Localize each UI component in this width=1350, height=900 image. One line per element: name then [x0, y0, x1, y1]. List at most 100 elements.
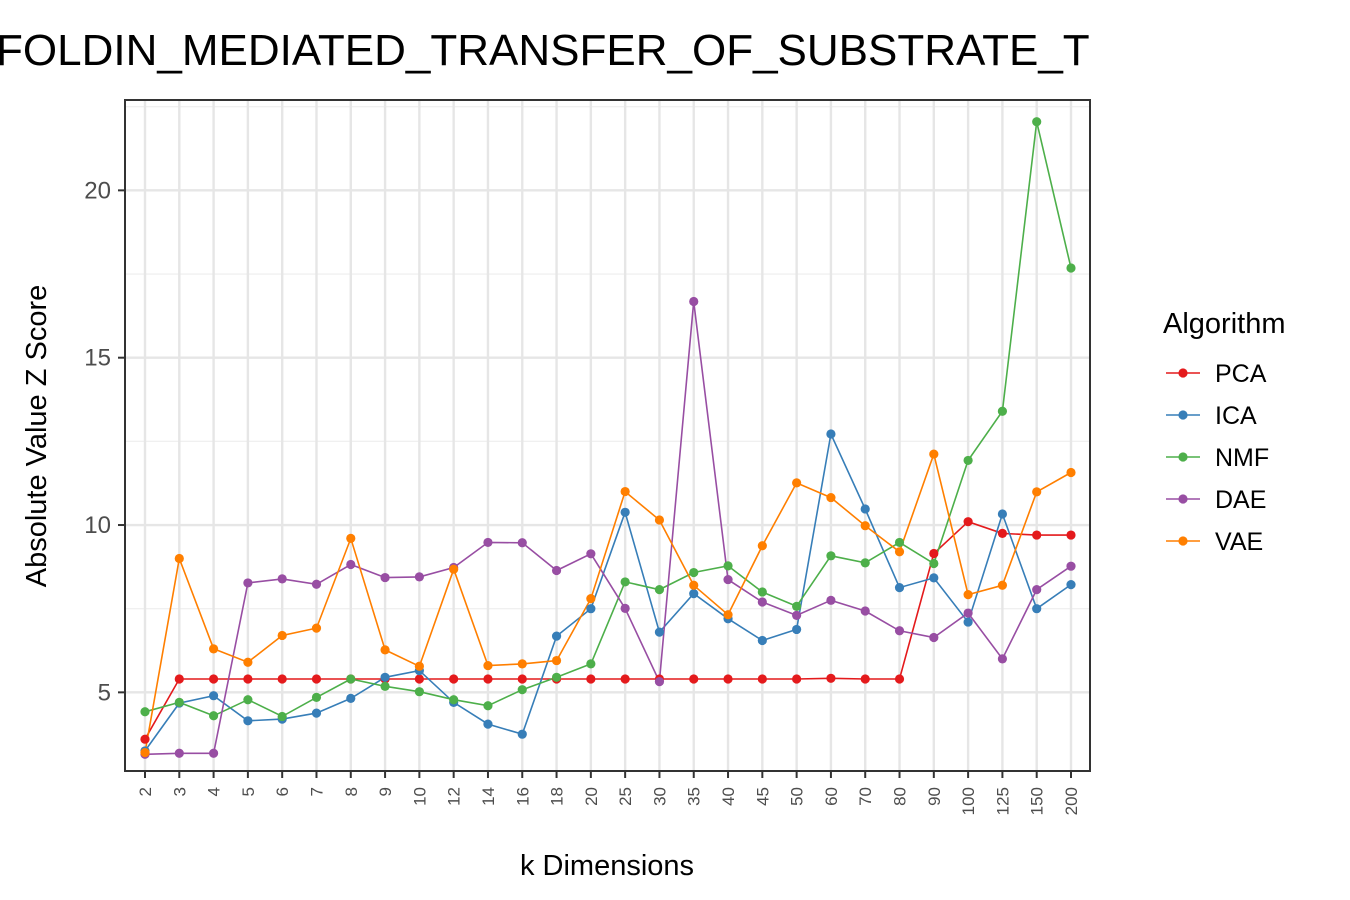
point-ica: [311, 708, 322, 718]
point-dae: [963, 608, 973, 618]
x-tick-label: 7: [307, 787, 326, 796]
x-tick-label: 50: [788, 787, 807, 806]
point-vae: [757, 541, 767, 551]
point-pca: [723, 674, 733, 684]
point-pca: [689, 674, 699, 684]
point-ica: [243, 716, 253, 726]
x-tick-label: 150: [1028, 787, 1047, 815]
series-points: [140, 117, 1076, 759]
point-dae: [792, 610, 802, 620]
legend-label: VAE: [1215, 528, 1263, 556]
legend-title: Algorithm: [1163, 308, 1286, 340]
point-nmf: [346, 674, 356, 684]
point-vae: [826, 492, 836, 503]
x-tick-label: 40: [719, 787, 738, 806]
legend-key-point: [1178, 536, 1188, 546]
x-tick-label: 4: [205, 787, 224, 796]
point-nmf: [174, 697, 184, 707]
point-pca: [414, 674, 424, 684]
point-pca: [963, 517, 973, 527]
point-pca: [517, 674, 527, 684]
point-pca: [620, 674, 630, 684]
point-nmf: [380, 681, 390, 691]
point-dae: [757, 597, 767, 607]
point-dae: [277, 574, 287, 584]
x-tick-label: 16: [513, 787, 532, 806]
point-ica: [1066, 579, 1076, 590]
point-dae: [174, 748, 184, 758]
point-vae: [243, 657, 253, 667]
legend-key-point: [1178, 368, 1188, 378]
point-ica: [963, 617, 973, 627]
point-pca: [174, 674, 184, 684]
x-tick-label: 3: [170, 787, 189, 796]
point-vae: [723, 610, 733, 620]
legend-key-point: [1178, 494, 1188, 504]
point-ica: [380, 672, 390, 682]
point-vae: [517, 659, 527, 669]
point-vae: [792, 478, 802, 488]
point-nmf: [894, 537, 905, 548]
legend-label: ICA: [1215, 402, 1257, 430]
point-ica: [1032, 604, 1042, 614]
x-tick-label: 35: [685, 787, 704, 806]
series-line-vae: [144, 451, 1072, 753]
point-vae: [1066, 467, 1076, 478]
x-tick-label: 18: [548, 787, 567, 806]
series-line-ica: [144, 431, 1072, 752]
point-vae: [963, 590, 973, 600]
point-pca: [277, 674, 287, 684]
point-dae: [517, 538, 527, 548]
point-ica: [620, 507, 630, 517]
x-tick-label: 30: [650, 787, 669, 806]
x-tick-label: 200: [1062, 787, 1081, 815]
series-lines: [144, 121, 1072, 756]
x-tick-label: 9: [376, 787, 395, 796]
point-vae: [380, 645, 390, 655]
y-axis: 5 10 15 20: [84, 177, 125, 706]
point-dae: [1032, 585, 1042, 595]
point-vae: [689, 580, 699, 590]
point-vae: [277, 630, 287, 641]
point-dae: [586, 549, 596, 559]
point-dae: [997, 654, 1008, 664]
point-dae: [654, 677, 665, 687]
point-nmf: [449, 695, 459, 705]
x-tick-label: 6: [273, 787, 292, 796]
x-tick-label: 14: [479, 787, 498, 806]
point-vae: [551, 655, 562, 666]
point-nmf: [997, 406, 1008, 416]
x-tick-label: 20: [582, 787, 601, 806]
point-pca: [997, 528, 1008, 538]
point-dae: [620, 603, 630, 613]
point-vae: [894, 547, 905, 557]
point-pca: [243, 674, 253, 684]
point-nmf: [654, 585, 665, 595]
point-nmf: [517, 685, 527, 695]
legend-items: PCA ICA NMF DAE VAE: [1166, 360, 1269, 556]
series-line-dae: [144, 301, 1072, 756]
legend-label: NMF: [1215, 444, 1269, 472]
point-dae: [380, 572, 390, 583]
point-vae: [346, 533, 356, 544]
point-pca: [792, 674, 802, 684]
point-dae: [346, 559, 356, 570]
x-axis: 2 3 4 5 6 7 8 9 10 12 14 16 18 20 25 30 35 40 45 50 60 70 80 90…: [136, 771, 1081, 815]
legend-item-dae: DAE: [1166, 486, 1266, 514]
point-vae: [483, 660, 493, 671]
point-pca: [826, 673, 836, 683]
point-dae: [894, 626, 905, 636]
point-dae: [243, 578, 253, 588]
plot-area: [124, 99, 1091, 772]
point-dae: [483, 537, 493, 548]
x-tick-label: 70: [856, 787, 875, 806]
chart-title: FOLDIN_MEDIATED_TRANSFER_OF_SUBSTRATE_T: [0, 26, 1090, 75]
y-tick-label: 15: [84, 345, 111, 372]
point-dae: [551, 565, 562, 576]
point-nmf: [1032, 117, 1042, 127]
point-dae: [208, 748, 219, 758]
point-vae: [208, 644, 219, 654]
point-pca: [140, 734, 150, 744]
point-vae: [414, 661, 424, 671]
point-nmf: [586, 659, 596, 669]
